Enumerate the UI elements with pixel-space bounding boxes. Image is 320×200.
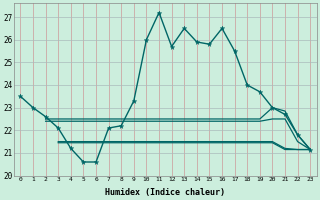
- X-axis label: Humidex (Indice chaleur): Humidex (Indice chaleur): [105, 188, 225, 197]
